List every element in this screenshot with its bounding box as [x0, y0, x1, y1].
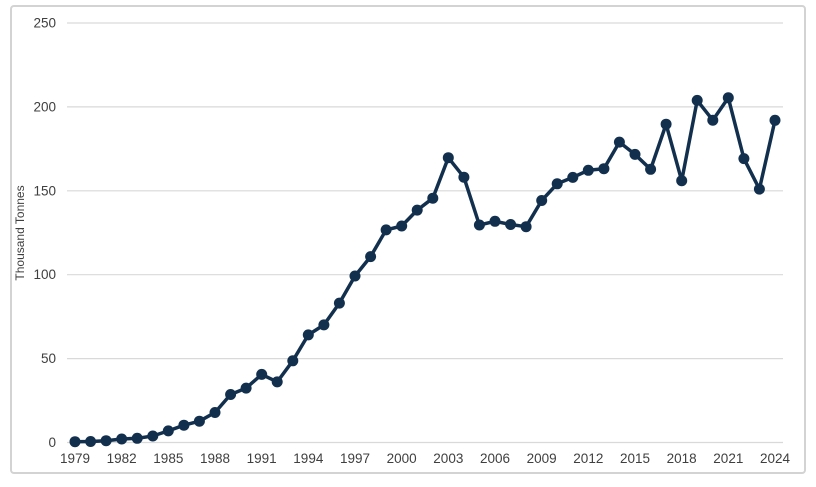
x-tick-label: 2021 — [713, 451, 743, 466]
y-tick-label: 150 — [33, 183, 56, 198]
data-point — [660, 118, 672, 130]
data-point — [100, 435, 112, 447]
x-tick-label: 2024 — [760, 451, 791, 466]
y-tick-label: 200 — [33, 99, 56, 114]
data-point — [645, 163, 657, 175]
data-point — [473, 219, 485, 231]
data-point — [131, 432, 143, 444]
data-point — [427, 192, 439, 204]
data-point — [380, 224, 392, 236]
data-point — [613, 136, 625, 148]
data-point — [147, 430, 159, 442]
y-axis-title: Thousand Tonnes — [13, 185, 27, 280]
data-point — [769, 114, 781, 126]
data-point — [489, 215, 501, 227]
x-tick-label: 2006 — [480, 451, 510, 466]
data-point — [551, 178, 563, 190]
x-tick-label: 2012 — [573, 451, 603, 466]
data-point — [520, 221, 532, 233]
chart-border — [10, 5, 806, 474]
x-tick-label: 2015 — [620, 451, 650, 466]
data-point — [302, 329, 314, 341]
data-point — [598, 163, 610, 175]
x-tick-label: 2003 — [433, 451, 463, 466]
data-point — [505, 219, 517, 230]
y-tick-label: 250 — [33, 16, 56, 31]
data-point — [365, 251, 377, 263]
x-tick-label: 1994 — [293, 451, 324, 466]
data-point — [722, 92, 734, 104]
x-tick-label: 1982 — [107, 451, 137, 466]
data-point — [271, 376, 283, 388]
y-tick-label: 0 — [48, 435, 56, 450]
x-tick-label: 2018 — [667, 451, 697, 466]
data-point — [162, 425, 174, 437]
data-point — [691, 94, 703, 106]
data-point — [707, 114, 719, 126]
data-point — [411, 204, 423, 216]
data-point — [116, 433, 128, 445]
data-point — [629, 148, 641, 160]
data-point — [349, 270, 361, 282]
data-point — [442, 152, 454, 164]
x-tick-label: 1985 — [153, 451, 183, 466]
data-point — [193, 415, 205, 427]
data-point — [318, 319, 330, 331]
data-point — [536, 195, 548, 206]
data-point — [209, 407, 221, 418]
y-tick-label: 100 — [33, 267, 56, 282]
x-tick-label: 1991 — [247, 451, 277, 466]
x-tick-label: 1979 — [60, 451, 90, 466]
data-point — [582, 164, 594, 176]
data-point — [85, 436, 97, 447]
x-tick-label: 1988 — [200, 451, 230, 466]
data-point — [240, 382, 252, 394]
data-point — [178, 419, 190, 431]
y-tick-label: 50 — [41, 351, 56, 366]
data-point — [458, 171, 470, 183]
x-tick-label: 2009 — [527, 451, 557, 466]
data-line — [73, 96, 777, 444]
data-point — [396, 220, 408, 232]
data-point — [676, 175, 688, 187]
data-point — [225, 389, 237, 400]
data-point — [738, 153, 750, 165]
data-point — [333, 297, 345, 309]
data-point — [753, 183, 765, 195]
data-point — [69, 436, 81, 448]
data-point — [287, 355, 299, 367]
data-point — [256, 368, 268, 380]
x-tick-label: 2000 — [387, 451, 417, 466]
x-tick-label: 1997 — [340, 451, 370, 466]
data-point — [567, 171, 579, 183]
